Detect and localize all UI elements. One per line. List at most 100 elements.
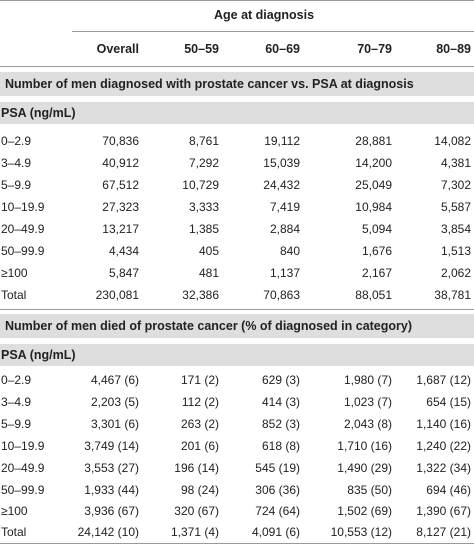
cell-80-89: 2,062: [440, 266, 471, 280]
row-label: ≥100: [1, 504, 28, 518]
cell-80-89: 8,127 (21): [416, 525, 471, 539]
cell-50-59: 98 (24): [180, 483, 219, 497]
cell-50-59: 201 (6): [180, 439, 219, 453]
cell-60-69: 545 (19): [255, 461, 300, 475]
cell-70-79: 5,094: [361, 222, 392, 236]
top-rule: [0, 0, 474, 1]
table-row: 50–99.9 1,933 (44) 98 (24) 306 (36) 835 …: [0, 479, 474, 501]
cell-50-59: 8,761: [188, 134, 219, 148]
row-label: 10–19.9: [1, 200, 45, 214]
row-label: 20–49.9: [1, 461, 45, 475]
table-row: 5–9.9 67,512 10,729 24,432 25,049 7,302: [0, 174, 474, 196]
cell-80-89: 1,140 (16): [416, 417, 471, 431]
cell-70-79: 10,984: [355, 200, 392, 214]
table-row: 0–2.9 4,467 (6) 171 (2) 629 (3) 1,980 (7…: [0, 369, 474, 391]
row-label: 3–4.9: [1, 395, 32, 409]
cell-80-89: 14,082: [434, 134, 471, 148]
cell-70-79: 88,051: [355, 288, 392, 302]
cell-80-89: 1,687 (12): [416, 373, 471, 387]
col-header-80-89: 80–89: [436, 42, 471, 56]
cell-60-69: 852 (3): [261, 417, 300, 431]
cell-50-59: 405: [198, 244, 219, 258]
cell-70-79: 10,553 (12): [330, 525, 392, 539]
cell-60-69: 1,137: [269, 266, 300, 280]
row-label: 5–9.9: [1, 417, 32, 431]
cell-50-59: 32,386: [182, 288, 219, 302]
cell-60-69: 618 (8): [261, 439, 300, 453]
cell-overall: 27,323: [102, 200, 139, 214]
table-row: ≥100 5,847 481 1,137 2,167 2,062: [0, 262, 474, 284]
cell-50-59: 112 (2): [181, 395, 219, 409]
table-row: 20–49.9 13,217 1,385 2,884 5,094 3,854: [0, 218, 474, 240]
cell-overall: 4,467 (6): [90, 373, 139, 387]
cell-overall: 3,936 (67): [84, 504, 139, 518]
cell-overall: 70,836: [102, 134, 139, 148]
cell-overall: 4,434: [108, 244, 139, 258]
cell-70-79: 1,023 (7): [343, 395, 392, 409]
table-row: 0–2.9 70,836 8,761 19,112 28,881 14,082: [0, 130, 474, 152]
total-row: Total 24,142 (10) 1,371 (4) 4,091 (6) 10…: [0, 521, 474, 543]
cell-70-79: 1,502 (69): [337, 504, 392, 518]
row-label: 5–9.9: [1, 178, 32, 192]
cell-80-89: 1,390 (67): [416, 504, 471, 518]
col-header-70-79: 70–79: [357, 42, 392, 56]
table-row: 3–4.9 2,203 (5) 112 (2) 414 (3) 1,023 (7…: [0, 391, 474, 413]
cell-60-69: 24,432: [263, 178, 300, 192]
cell-80-89: 1,240 (22): [416, 439, 471, 453]
col-header-overall: Overall: [96, 42, 139, 56]
cell-50-59: 263 (2): [180, 417, 219, 431]
cell-80-89: 3,854: [440, 222, 471, 236]
section-diagnosed-header: Number of men diagnosed with prostate ca…: [0, 72, 474, 96]
cell-60-69: 414 (3): [261, 395, 300, 409]
table-row: 10–19.9 27,323 3,333 7,419 10,984 5,587: [0, 196, 474, 218]
cell-overall: 5,847: [108, 266, 139, 280]
total-row: Total 230,081 32,386 70,863 88,051 38,78…: [0, 284, 474, 306]
col-header-60-69: 60–69: [265, 42, 300, 56]
cell-60-69: 15,039: [263, 156, 300, 170]
cell-80-89: 654 (15): [426, 395, 471, 409]
cell-50-59: 10,729: [182, 178, 219, 192]
age-header-rule: [72, 31, 474, 32]
col-header-50-59: 50–59: [184, 42, 219, 56]
cell-70-79: 1,980 (7): [343, 373, 392, 387]
row-label: Total: [1, 525, 27, 539]
cell-overall: 67,512: [102, 178, 139, 192]
psa-label: PSA (ng/mL): [1, 106, 76, 120]
cell-overall: 40,912: [102, 156, 139, 170]
row-label: Total: [1, 288, 27, 302]
cell-60-69: 306 (36): [255, 483, 300, 497]
table-row: 50–99.9 4,434 405 840 1,676 1,513: [0, 240, 474, 262]
cell-overall: 2,203 (5): [90, 395, 139, 409]
psa-subheader: PSA (ng/mL): [0, 344, 474, 366]
row-label: 0–2.9: [1, 134, 32, 148]
cell-50-59: 3,333: [188, 200, 219, 214]
cell-60-69: 19,112: [264, 134, 300, 148]
cell-60-69: 7,419: [269, 200, 300, 214]
cell-60-69: 4,091 (6): [251, 525, 300, 539]
cell-50-59: 7,292: [188, 156, 219, 170]
cell-70-79: 2,043 (8): [343, 417, 392, 431]
cell-60-69: 629 (3): [261, 373, 300, 387]
table-row: 10–19.9 3,749 (14) 201 (6) 618 (8) 1,710…: [0, 435, 474, 457]
row-label: ≥100: [1, 266, 28, 280]
section-died-title: Number of men died of prostate cancer (%…: [5, 319, 413, 333]
cell-60-69: 2,884: [269, 222, 300, 236]
section-divider-rule: [0, 309, 474, 310]
cell-70-79: 1,710 (16): [337, 439, 392, 453]
cell-60-69: 840: [279, 244, 300, 258]
psa-subheader: PSA (ng/mL): [0, 102, 474, 124]
cell-80-89: 7,302: [440, 178, 471, 192]
cell-50-59: 171 (2): [180, 373, 219, 387]
cell-80-89: 38,781: [434, 288, 471, 302]
row-label: 10–19.9: [1, 439, 45, 453]
age-at-diagnosis-header: Age at diagnosis: [214, 8, 315, 22]
row-label: 20–49.9: [1, 222, 45, 236]
cell-80-89: 4,381: [440, 156, 471, 170]
cell-overall: 1,933 (44): [84, 483, 139, 497]
cell-80-89: 694 (46): [426, 483, 471, 497]
cell-overall: 230,081: [95, 288, 139, 302]
cell-70-79: 14,200: [355, 156, 392, 170]
cell-50-59: 481: [198, 266, 219, 280]
cell-50-59: 1,385: [188, 222, 219, 236]
